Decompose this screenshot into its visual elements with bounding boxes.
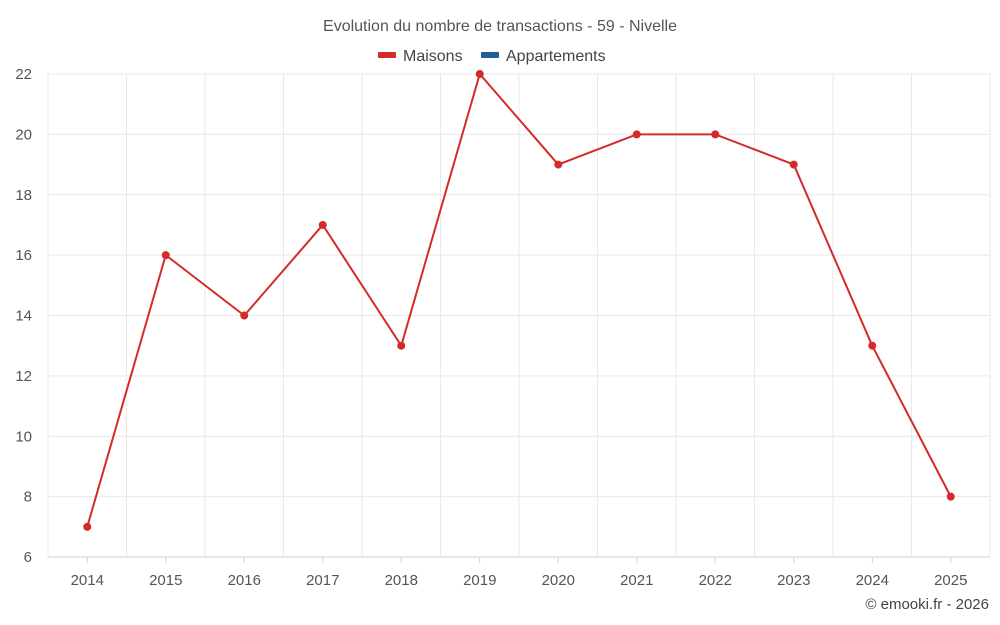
data-point[interactable]: [397, 341, 406, 350]
legend-label-maisons: Maisons: [403, 48, 463, 65]
grid: [47, 73, 991, 557]
x-tick-label: 2017: [306, 572, 339, 589]
x-tick-label: 2023: [777, 572, 810, 589]
x-axis-ticks: 2014 2015 2016 2017 2018 2019 2020 2021 2022 2023…: [71, 557, 967, 589]
y-tick-label: 22: [15, 66, 32, 83]
legend-swatch-maisons: [378, 52, 396, 58]
x-tick-label: 2016: [228, 572, 261, 589]
legend-swatch-appartements: [481, 52, 499, 58]
y-axis-ticks: 6 8 10 12 14 16 18 20 22: [15, 66, 32, 566]
y-tick-label: 18: [15, 187, 32, 204]
x-tick-label: 2024: [856, 572, 889, 589]
x-tick-label: 2018: [385, 572, 418, 589]
y-tick-label: 6: [24, 549, 32, 566]
data-point[interactable]: [161, 251, 170, 260]
x-tick-label: 2025: [934, 572, 967, 589]
chart-title: Evolution du nombre de transactions - 59…: [323, 18, 677, 35]
x-tick-label: 2022: [699, 572, 732, 589]
x-tick-label: 2020: [542, 572, 575, 589]
y-tick-label: 14: [15, 308, 32, 325]
x-tick-label: 2021: [620, 572, 653, 589]
data-point[interactable]: [711, 130, 720, 139]
credit-text: © emooki.fr - 2026: [865, 596, 989, 613]
y-tick-label: 20: [15, 126, 32, 143]
series-group: [83, 70, 955, 531]
data-point[interactable]: [632, 130, 641, 139]
legend-item-appartements[interactable]: Appartements: [481, 48, 606, 65]
legend-item-maisons[interactable]: Maisons: [378, 48, 463, 65]
data-point[interactable]: [240, 311, 249, 320]
data-point[interactable]: [789, 160, 798, 169]
y-tick-label: 16: [15, 247, 32, 264]
y-tick-label: 8: [24, 489, 32, 506]
data-point[interactable]: [868, 341, 877, 350]
data-point[interactable]: [554, 160, 563, 169]
y-tick-label: 12: [15, 368, 32, 385]
x-tick-label: 2019: [463, 572, 496, 589]
x-tick-label: 2014: [71, 572, 104, 589]
x-tick-label: 2015: [149, 572, 182, 589]
y-tick-label: 10: [15, 428, 32, 445]
data-point[interactable]: [318, 220, 327, 229]
legend: Maisons Appartements: [378, 48, 606, 65]
data-point[interactable]: [946, 492, 955, 501]
data-point[interactable]: [475, 70, 484, 78]
series-line-maisons: [86, 73, 952, 528]
data-point[interactable]: [83, 522, 92, 531]
legend-label-appartements: Appartements: [506, 48, 606, 65]
